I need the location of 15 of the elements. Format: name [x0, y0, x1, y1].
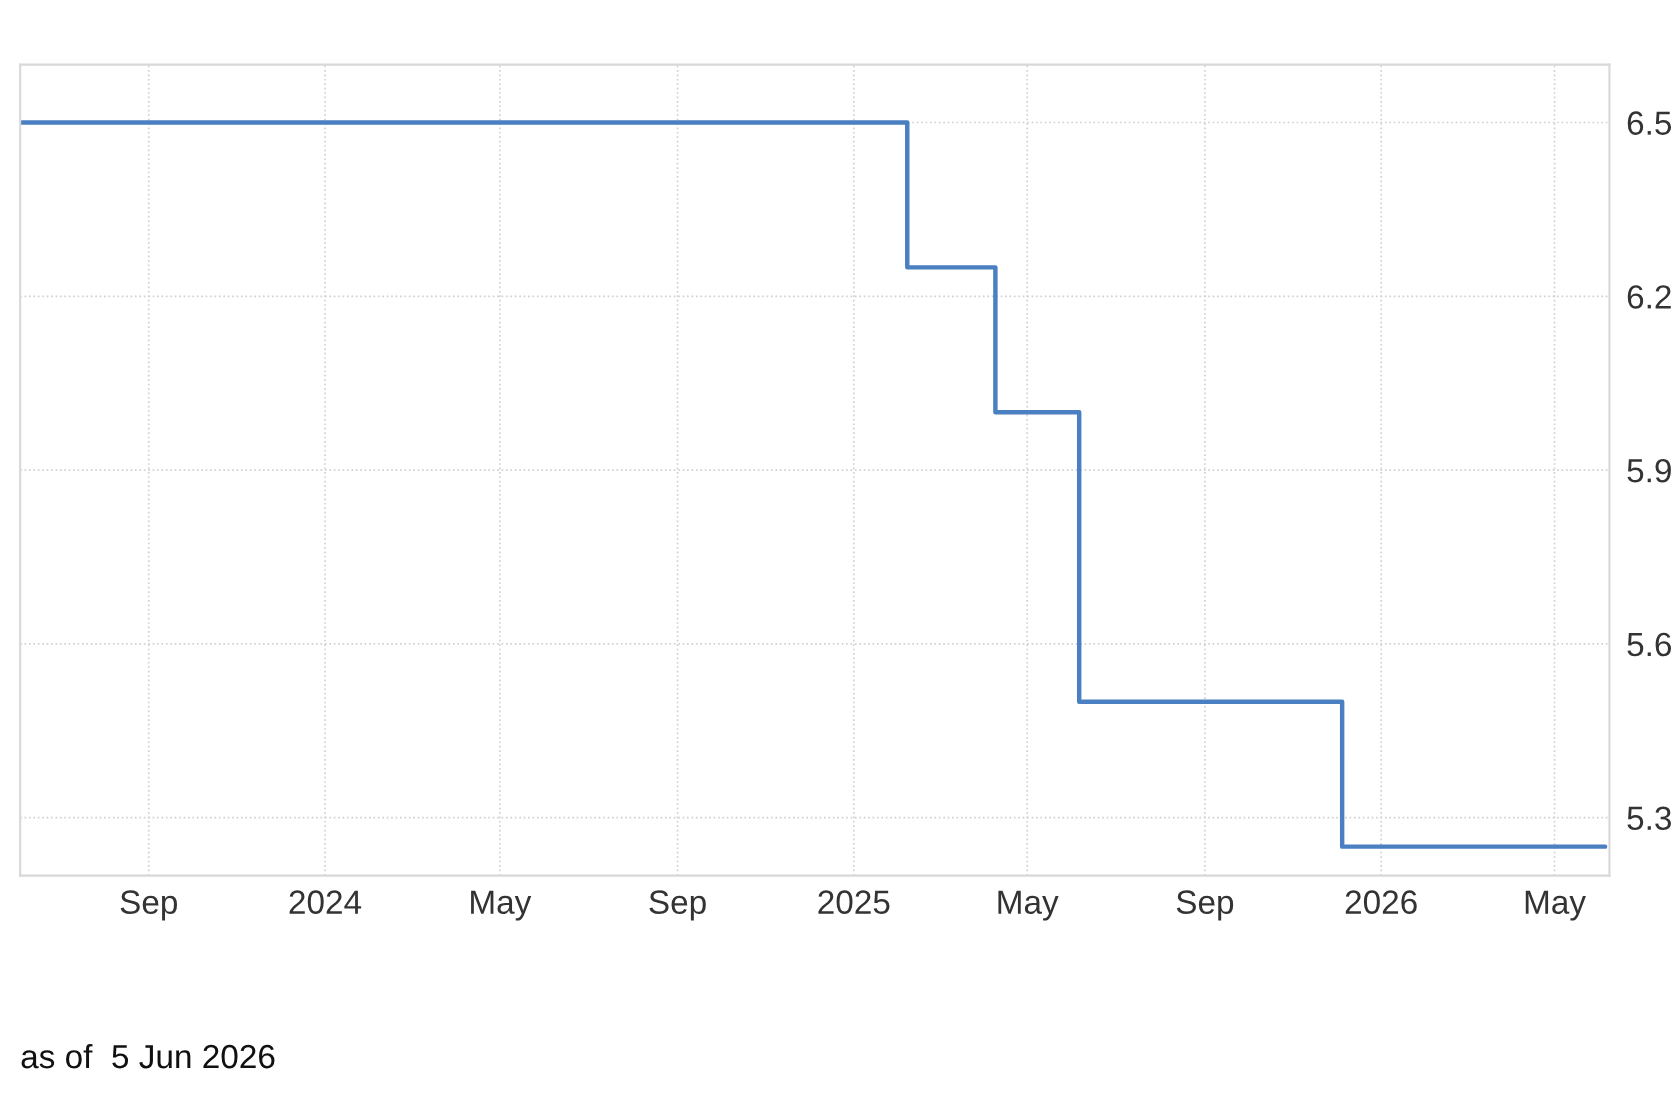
x-tick-label: May [1525, 890, 1586, 921]
x-tick-label: 2026 [1345, 890, 1417, 914]
x-tick-label: May [998, 890, 1059, 921]
y-tick-label: 5.6 [1627, 632, 1671, 657]
text: as of 5 Jun 2026 [21, 1043, 275, 1069]
x-tick-label: Sep [120, 890, 178, 921]
x-tick-label: May [471, 890, 532, 921]
y-tick-label: 5.9 [1627, 458, 1671, 483]
x-tick-label: 2024 [289, 890, 362, 914]
y-tick-label: 5.3 [1627, 806, 1671, 831]
x-tick-label: 2025 [818, 890, 890, 914]
x-tick-label: Sep [649, 890, 706, 921]
y-tick-label: 6.5 [1627, 111, 1672, 135]
y-tick-label: 6.2 [1627, 285, 1671, 309]
x-tick-label: Sep [1176, 890, 1234, 921]
